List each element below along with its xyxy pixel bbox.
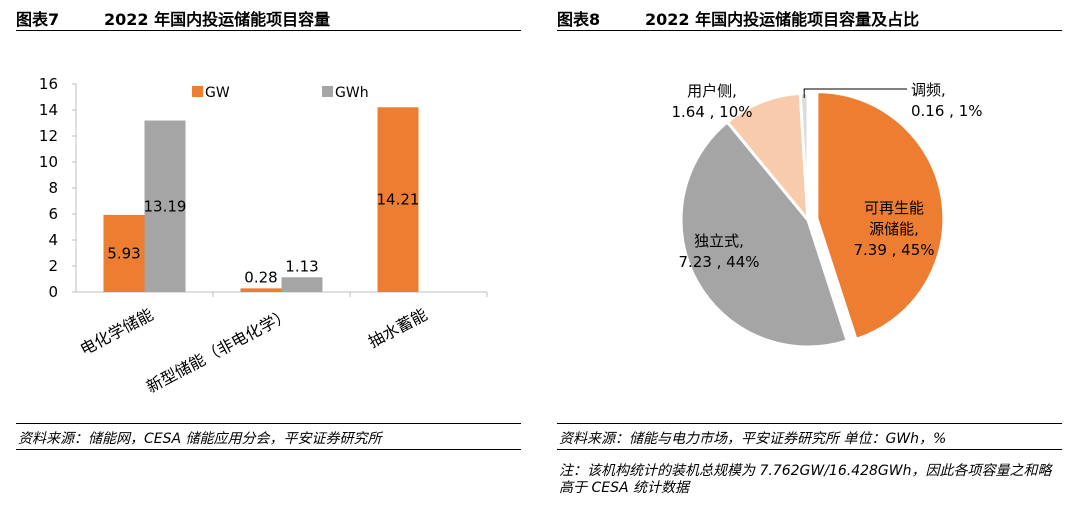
figure-8-number: 图表8: [557, 10, 601, 29]
y-tick-label: 12: [39, 127, 58, 145]
figure-7-title: 图表7 2022 年国内投运储能项目容量: [16, 6, 330, 30]
pie-label: 用户侧,: [687, 82, 737, 100]
figure-8-source-rule: [557, 449, 1062, 450]
pie-label: 源储能,: [869, 220, 919, 238]
pie-label: 0.16 , 1%: [911, 102, 983, 120]
y-tick-label: 6: [48, 205, 58, 223]
pie-leader-line: [803, 88, 907, 99]
figure-8-title-text: 2022 年国内投运储能项目容量及占比: [645, 10, 920, 29]
figure-7-bottom-rule: [16, 423, 521, 424]
figure-8-source: 资料来源：储能与电力市场，平安证券研究所 单位：GWh，%: [559, 431, 947, 447]
figure-8-bottom-rule: [557, 423, 1062, 424]
bar-data-label: 1.13: [285, 257, 318, 275]
y-tick-label: 14: [39, 101, 58, 119]
bar-gw: [377, 107, 419, 293]
figure-7-top-rule: [16, 30, 521, 31]
figure-7-source-rule: [16, 449, 521, 450]
bar-data-label: 5.93: [107, 244, 140, 262]
bar-chart: 0 2 4 6 8 10 12 14 16 5.93 13.19 电化学储能 0.28 1.13 新型储能（…: [39, 75, 488, 397]
pie-label: 1.64 , 10%: [671, 103, 752, 121]
pie-label: 7.23 , 44%: [678, 253, 759, 271]
figure-7-title-text: 2022 年国内投运储能项目容量: [104, 10, 331, 29]
pie-label: 调频,: [911, 81, 946, 99]
category-label: 新型储能（非电化学）: [143, 305, 293, 397]
legend-swatch-gwh: [322, 86, 333, 97]
legend-swatch-gw: [192, 86, 203, 97]
category-label: 电化学储能: [77, 305, 157, 359]
bar-gw: [240, 288, 282, 292]
bar-gwh: [281, 277, 323, 292]
y-tick-label: 10: [39, 153, 58, 171]
bar-data-label: 13.19: [144, 197, 187, 215]
y-tick-label: 0: [48, 283, 58, 301]
figure-7-source: 资料来源：储能网，CESA 储能应用分会，平安证券研究所: [18, 431, 382, 447]
y-tick-label: 8: [48, 179, 58, 197]
legend-label-gw: GW: [205, 85, 230, 101]
pie-label: 可再生能: [864, 199, 924, 217]
pie-slice: [725, 91, 810, 225]
figure-8-top-rule: [557, 30, 1062, 31]
figure-7-number: 图表7: [16, 10, 60, 29]
y-tick-label: 16: [39, 75, 58, 93]
pie-slice: [679, 119, 850, 349]
bar-data-label: 14.21: [377, 191, 420, 209]
y-tick-label: 2: [48, 257, 58, 275]
pie-label: 独立式,: [694, 232, 744, 250]
y-tick-label: 4: [48, 231, 58, 249]
figure-8-title: 图表8 2022 年国内投运储能项目容量及占比: [557, 6, 919, 30]
figure-8-note: 注：该机构统计的装机总规模为 7.762GW/16.428GWh，因此各项容量之…: [559, 463, 1052, 496]
figure-8-panel: 图表8 2022 年国内投运储能项目容量及占比 可再生能源储能, 7.39 , 45…: [557, 0, 1062, 525]
pie-slice: [815, 90, 946, 342]
bar-gw: [103, 214, 145, 292]
category-label: 抽水蓄能: [365, 305, 430, 352]
bar-gwh: [144, 120, 186, 292]
legend-label-gwh: GWh: [335, 85, 369, 101]
figure-7-panel: 图表7 2022 年国内投运储能项目容量 0 2 4 6 8 10 12 14 16 5.93 13.…: [16, 0, 521, 525]
pie-label: 7.39 , 45%: [853, 241, 934, 259]
bar-data-label: 0.28: [244, 268, 277, 286]
